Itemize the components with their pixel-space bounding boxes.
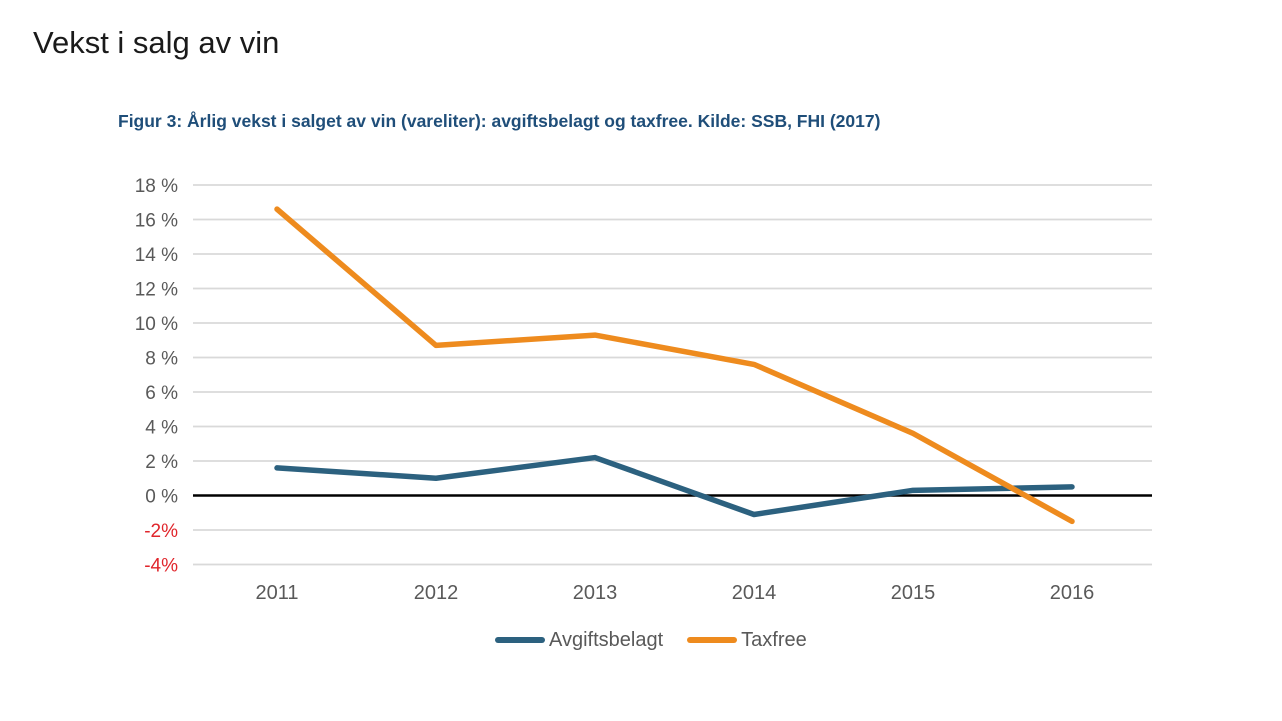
y-axis-tick-label: 8 % [145, 349, 178, 370]
chart-legend: Avgiftsbelagt Taxfree [495, 628, 807, 652]
legend-swatch-taxfree [687, 637, 738, 643]
series-line-taxfree [274, 206, 1075, 525]
legend-label: Avgiftsbelagt [549, 628, 664, 651]
y-axis-tick-label: 10 % [135, 314, 178, 335]
x-axis-tick-label: 2015 [891, 582, 936, 604]
y-axis-tick-label: -2% [144, 521, 178, 542]
legend-label: Taxfree [741, 628, 807, 651]
y-axis-tick-label: 16 % [135, 211, 178, 232]
y-axis-tick-label: 4 % [145, 418, 178, 439]
y-axis-tick-label: 6 % [145, 383, 178, 404]
y-axis-tick-label: 18 % [135, 176, 178, 197]
legend-item-taxfree: Taxfree [687, 629, 807, 652]
page-title: Vekst i salg av vin [33, 25, 280, 60]
x-axis-tick-label: 2013 [573, 582, 618, 604]
series-line-avgiftsbelagt [274, 454, 1075, 518]
x-axis-tick-label: 2012 [414, 582, 459, 604]
y-axis-tick-label: -4% [144, 556, 178, 577]
x-axis-tick-label: 2014 [732, 582, 777, 604]
x-axis-tick-label: 2011 [255, 582, 298, 604]
y-axis-tick-label: 14 % [135, 245, 178, 266]
y-axis-tick-label: 12 % [135, 280, 178, 301]
y-axis-tick-label: 0 % [145, 487, 178, 508]
x-axis-tick-label: 2016 [1050, 582, 1095, 604]
y-axis-tick-label: 2 % [145, 452, 178, 473]
legend-swatch-avgiftsbelagt [495, 637, 545, 643]
legend-item-avgiftsbelagt: Avgiftsbelagt [495, 629, 663, 652]
figure-caption: Figur 3: Årlig vekst i salget av vin (va… [118, 111, 881, 131]
